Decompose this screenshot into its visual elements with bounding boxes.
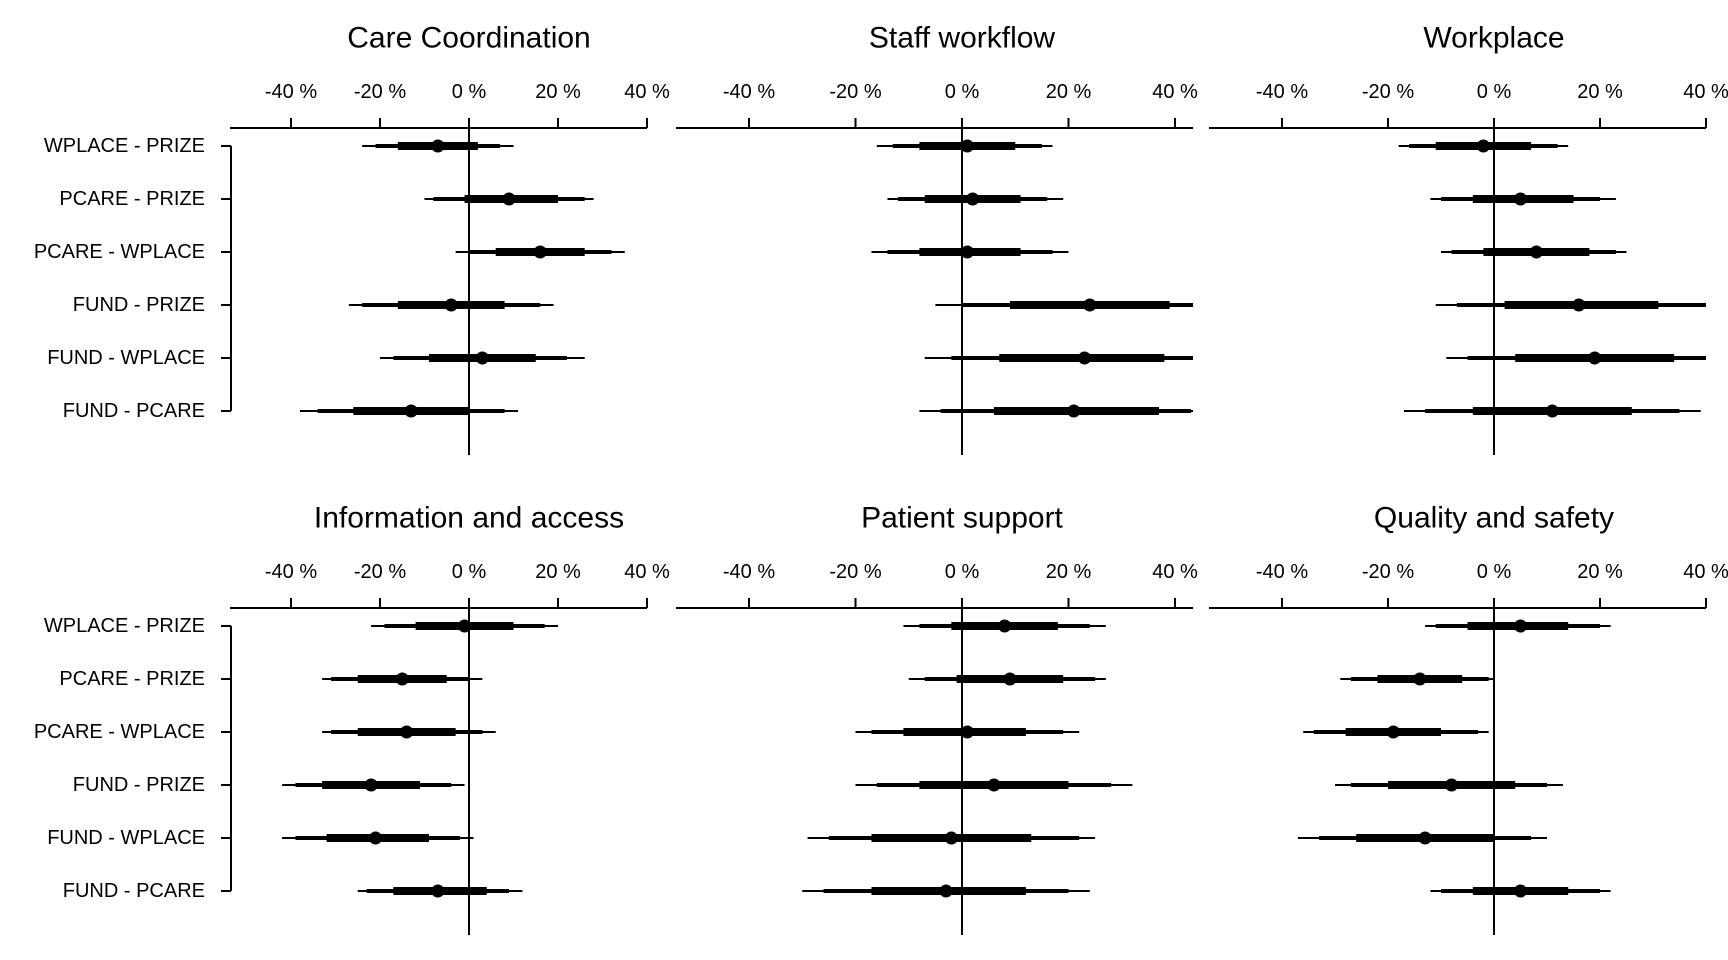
point-estimate [1545, 404, 1559, 418]
y-tick-label: FUND - PCARE [63, 400, 205, 422]
panel-staff-workflow: Staff workflow -40 % -20 % 0 % 20 % 40 % [676, 22, 1198, 455]
point-estimate [1386, 725, 1400, 739]
point-estimate [944, 831, 958, 845]
panel-title: Patient support [861, 502, 1063, 535]
y-tick-label: PCARE - WPLACE [34, 721, 205, 743]
x-tick-label: -40 % [1256, 561, 1308, 583]
point-estimate [533, 245, 547, 259]
y-tick-label: FUND - WPLACE [47, 827, 205, 849]
point-estimate [1445, 778, 1459, 792]
x-tick-label: 20 % [1046, 81, 1092, 103]
panel-title: Information and access [314, 502, 624, 535]
point-estimate [444, 298, 458, 312]
point-estimate [431, 139, 445, 153]
point-estimate [502, 192, 516, 206]
x-tick-label: 20 % [1577, 81, 1623, 103]
x-tick-label: -20 % [1362, 561, 1414, 583]
x-tick-label: 40 % [624, 81, 670, 103]
point-estimate [1514, 619, 1527, 633]
point-estimate [1572, 298, 1586, 312]
y-tick-label: FUND - PRIZE [73, 294, 205, 316]
point-estimate [1003, 672, 1017, 686]
panel-workplace: Workplace -40 % -20 % 0 % 20 % 40 % [1209, 22, 1728, 455]
panel-quality-and-safety: Quality and safety -40 % -20 % 0 % 20 % 40 % [1209, 502, 1728, 935]
x-tick-label: 20 % [535, 81, 581, 103]
x-tick-label: 40 % [1152, 561, 1198, 583]
point-estimate [1529, 245, 1543, 259]
point-estimate [1413, 672, 1427, 686]
x-tick-label: 0 % [945, 81, 980, 103]
x-tick-label: -20 % [354, 561, 406, 583]
panel-title: Care Coordination [347, 22, 590, 55]
x-tick-label: -40 % [265, 561, 317, 583]
x-tick-label: 0 % [1477, 561, 1512, 583]
x-tick-label: -20 % [1362, 81, 1414, 103]
point-estimate [960, 725, 974, 739]
point-estimate [966, 192, 980, 206]
panel-title: Workplace [1423, 22, 1564, 55]
point-estimate [364, 778, 378, 792]
point-estimate [1083, 298, 1097, 312]
x-tick-label: -40 % [265, 81, 317, 103]
x-tick-label: -40 % [1256, 81, 1308, 103]
y-tick-label: PCARE - WPLACE [34, 241, 205, 263]
y-tick-label: FUND - PRIZE [73, 774, 205, 796]
x-tick-label: -40 % [723, 81, 775, 103]
point-estimate [1067, 404, 1081, 418]
x-tick-label: 0 % [452, 81, 487, 103]
y-tick-label: WPLACE - PRIZE [44, 135, 205, 157]
point-estimate [431, 884, 445, 898]
x-tick-label: 40 % [624, 561, 670, 583]
panel-patient-support: Patient support -40 % -20 % 0 % 20 % 40 % [676, 502, 1198, 935]
y-tick-label: WPLACE - PRIZE [44, 615, 205, 637]
point-estimate [395, 672, 409, 686]
point-estimate [1476, 139, 1490, 153]
point-estimate [998, 619, 1012, 633]
point-estimate [1077, 351, 1091, 365]
x-tick-label: 0 % [945, 561, 980, 583]
point-estimate [458, 619, 472, 633]
y-tick-label: FUND - PCARE [63, 880, 205, 902]
point-estimate [1418, 831, 1432, 845]
panel-information-and-access: Information and access -40 % -20 % 0 % 20 % 4… [34, 502, 670, 935]
point-estimate [1588, 351, 1602, 365]
x-tick-label: 20 % [1577, 561, 1623, 583]
panel-title: Quality and safety [1374, 502, 1614, 535]
x-tick-label: -20 % [829, 561, 881, 583]
x-tick-label: 40 % [1152, 81, 1198, 103]
point-estimate [400, 725, 414, 739]
x-tick-label: -20 % [829, 81, 881, 103]
y-tick-label: PCARE - PRIZE [59, 668, 205, 690]
point-estimate [1514, 192, 1527, 206]
point-estimate [1514, 884, 1527, 898]
x-tick-label: 0 % [1477, 81, 1512, 103]
panel-title: Staff workflow [869, 22, 1056, 55]
y-tick-label: PCARE - PRIZE [59, 188, 205, 210]
x-tick-label: -40 % [723, 561, 775, 583]
point-estimate [960, 245, 974, 259]
x-tick-label: 40 % [1683, 561, 1728, 583]
point-estimate [939, 884, 953, 898]
x-tick-label: 40 % [1683, 81, 1728, 103]
x-tick-label: -20 % [354, 81, 406, 103]
x-tick-label: 20 % [535, 561, 581, 583]
x-tick-label: 0 % [452, 561, 487, 583]
point-estimate [369, 831, 383, 845]
y-tick-label: FUND - WPLACE [47, 347, 205, 369]
x-tick-label: 20 % [1046, 561, 1092, 583]
point-estimate [404, 404, 418, 418]
point-estimate [475, 351, 489, 365]
panel-care-coordination: Care Coordination -40 % -20 % 0 % 20 % 40 % WP… [34, 22, 670, 455]
point-estimate [960, 139, 974, 153]
point-estimate [987, 778, 1001, 792]
